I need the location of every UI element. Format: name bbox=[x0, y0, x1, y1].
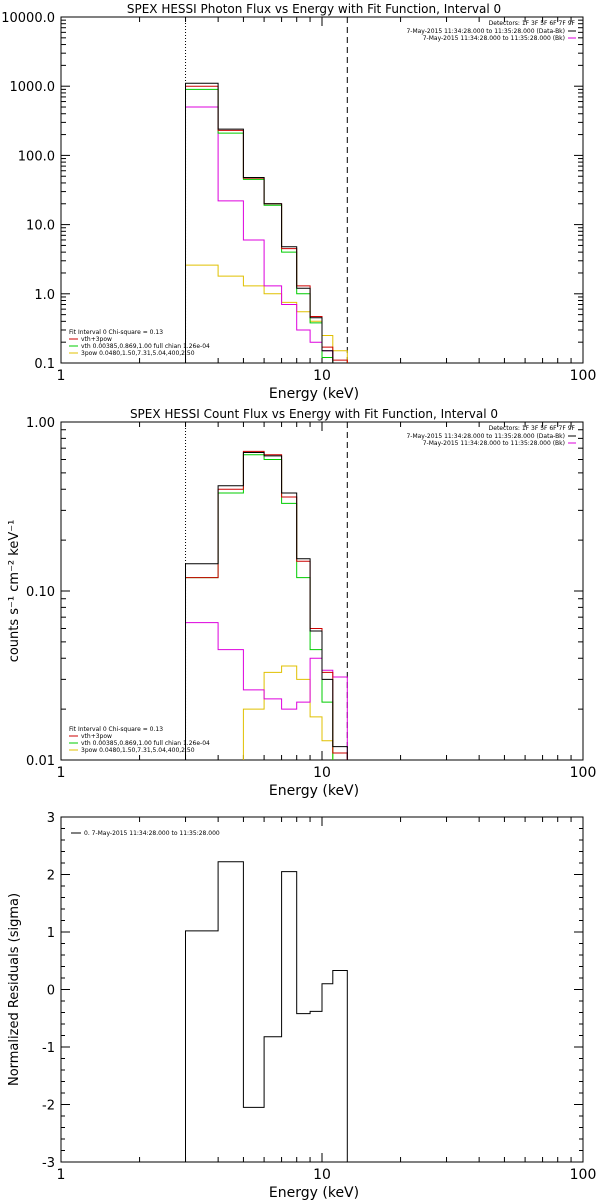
legend-text: 3pow 0.0480,1.50,7.31,5.04,400,2.50 bbox=[81, 350, 195, 357]
series-line-0 bbox=[185, 452, 348, 760]
y-tick-label: 1 bbox=[47, 926, 55, 941]
x-tick-label: 10 bbox=[313, 368, 331, 384]
legend-text: 0. 7-May-2015 11:34:28.000 to 11:35:28.0… bbox=[84, 830, 220, 837]
legend-text: vth 0.00385,0.869,1.00 full chian 1.26e-… bbox=[81, 343, 210, 350]
legend-text: 7-May-2015 11:34:28.000 to 11:35:28.000 … bbox=[406, 433, 565, 440]
legend-text: 7-May-2015 11:34:28.000 to 11:35:28.000 … bbox=[423, 35, 565, 42]
x-tick-label: 10 bbox=[313, 765, 331, 781]
series-group bbox=[185, 82, 348, 363]
x-tick-label: 1 bbox=[57, 765, 66, 781]
x-axis-label: Energy (keV) bbox=[269, 1185, 359, 1200]
series-line-2 bbox=[185, 454, 348, 760]
y-tick-label: 0.1 bbox=[34, 357, 55, 372]
y-tick-label: 1.00 bbox=[26, 416, 55, 431]
legend-text: 7-May-2015 11:34:28.000 to 11:35:28.000 … bbox=[423, 440, 565, 447]
series-line-2 bbox=[185, 88, 348, 363]
x-tick-label: 100 bbox=[570, 765, 597, 781]
y-tick-label: -1 bbox=[42, 1041, 55, 1056]
y-tick-label: 1000.0 bbox=[10, 80, 56, 95]
x-tick-label: 1 bbox=[57, 368, 66, 384]
x-tick-label: 100 bbox=[570, 1167, 597, 1183]
detectors-label: Detectors: 1F 3F 5F 6F 7F 9F bbox=[489, 20, 576, 27]
y-axis-label: counts s⁻¹ cm⁻² keV⁻¹ bbox=[7, 520, 22, 663]
series-group bbox=[185, 450, 348, 760]
y-tick-label: 0 bbox=[47, 984, 55, 999]
legend-text: 7-May-2015 11:34:28.000 to 11:35:28.000 … bbox=[406, 28, 565, 35]
x-tick-label: 1 bbox=[57, 1167, 66, 1183]
plot-frame bbox=[60, 16, 584, 364]
legend-text: vth 0.00385,0.869,1.00 full chian 1.26e-… bbox=[81, 740, 210, 747]
x-axis-label: Energy (keV) bbox=[269, 783, 359, 799]
series-line-1 bbox=[185, 450, 348, 760]
series-line-0 bbox=[185, 861, 348, 1162]
y-tick-label: 3 bbox=[47, 811, 55, 826]
series-line-1 bbox=[185, 85, 348, 363]
series-line-0 bbox=[185, 82, 348, 363]
y-tick-label: 2 bbox=[47, 869, 55, 884]
plot-frame bbox=[60, 421, 584, 761]
legend-text: vth+3pow bbox=[81, 733, 112, 740]
series-line-3 bbox=[185, 622, 348, 760]
x-tick-label: 10 bbox=[313, 1167, 331, 1183]
legend-text: Fit Interval 0 Chi-square = 0.13 bbox=[69, 329, 163, 336]
legend-text: Fit Interval 0 Chi-square = 0.13 bbox=[69, 726, 163, 733]
series-line-4 bbox=[185, 665, 348, 760]
y-tick-label: 0.01 bbox=[26, 754, 55, 769]
y-tick-label: 10000.0 bbox=[1, 11, 55, 26]
x-tick-label: 100 bbox=[570, 368, 597, 384]
series-line-4 bbox=[185, 264, 348, 363]
y-tick-label: -3 bbox=[42, 1156, 55, 1171]
detectors-label: Detectors: 1F 3F 5F 6F 7F 9F bbox=[489, 425, 576, 432]
series-group bbox=[185, 861, 348, 1162]
y-tick-label: 10.0 bbox=[26, 219, 55, 234]
legend-text: vth+3pow bbox=[81, 336, 112, 343]
y-tick-label: 100.0 bbox=[18, 149, 55, 164]
y-tick-label: 0.10 bbox=[26, 585, 55, 600]
y-tick-label: 1.0 bbox=[34, 288, 55, 303]
legend-text: 3pow 0.0480,1.50,7.31,5.04,400,2.50 bbox=[81, 747, 195, 754]
y-axis-label: Normalized Residuals (sigma) bbox=[7, 893, 22, 1086]
chart-title: SPEX HESSI Photon Flux vs Energy with Fi… bbox=[127, 2, 501, 16]
x-axis-label: Energy (keV) bbox=[269, 386, 359, 402]
series-line-3 bbox=[185, 106, 348, 363]
chart-title: SPEX HESSI Count Flux vs Energy with Fit… bbox=[130, 407, 498, 421]
y-tick-label: -2 bbox=[42, 1099, 55, 1114]
